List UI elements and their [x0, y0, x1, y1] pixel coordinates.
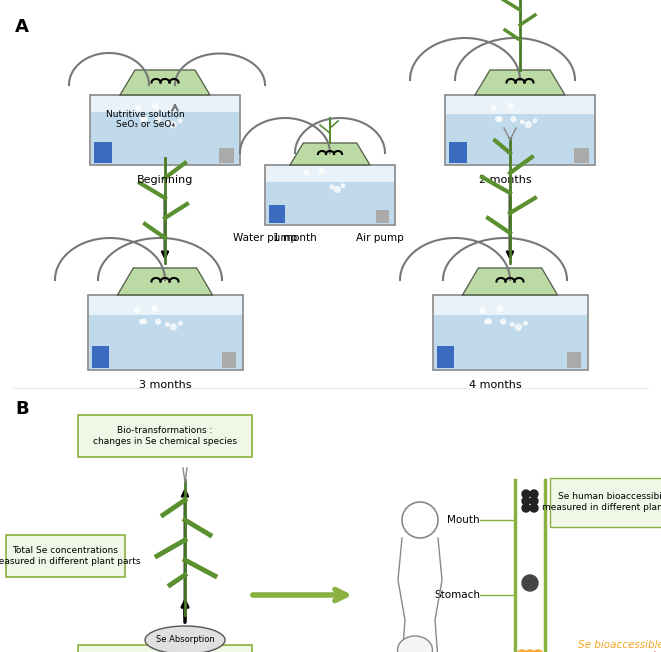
Text: Mouth: Mouth: [447, 515, 480, 525]
Circle shape: [522, 490, 530, 498]
Bar: [436, 346, 453, 368]
Bar: [90, 95, 240, 165]
Circle shape: [139, 319, 144, 323]
Circle shape: [171, 122, 176, 128]
Text: Beginning: Beginning: [137, 175, 193, 185]
Circle shape: [480, 308, 485, 312]
Circle shape: [402, 502, 438, 538]
Bar: [449, 142, 467, 163]
Bar: [266, 182, 394, 224]
Bar: [376, 210, 389, 223]
Text: 1 month: 1 month: [273, 233, 317, 243]
Circle shape: [487, 319, 492, 323]
Circle shape: [141, 117, 145, 121]
Circle shape: [330, 185, 334, 188]
Circle shape: [135, 308, 139, 312]
Circle shape: [136, 105, 141, 110]
Polygon shape: [475, 70, 565, 95]
Circle shape: [525, 650, 535, 652]
FancyBboxPatch shape: [78, 645, 252, 652]
Circle shape: [522, 575, 538, 591]
Circle shape: [156, 319, 161, 324]
Text: Nutritive solution
SeO₃ or SeO₄: Nutritive solution SeO₃ or SeO₄: [106, 110, 184, 129]
Text: A: A: [15, 18, 29, 36]
Circle shape: [341, 184, 345, 188]
Circle shape: [153, 104, 158, 109]
Text: Se bioaccessible: Se bioaccessible: [578, 640, 661, 650]
Circle shape: [511, 117, 516, 121]
Text: Se included in food: Se included in food: [578, 500, 661, 510]
Circle shape: [508, 104, 513, 109]
Text: B: B: [15, 400, 28, 418]
Circle shape: [143, 117, 147, 121]
FancyBboxPatch shape: [78, 415, 252, 457]
Bar: [87, 295, 243, 370]
FancyBboxPatch shape: [550, 478, 661, 527]
Bar: [432, 295, 588, 370]
Bar: [445, 95, 595, 165]
Text: Bio-transformations :
changes in Se chemical species: Bio-transformations : changes in Se chem…: [93, 426, 237, 447]
Ellipse shape: [145, 626, 225, 652]
Circle shape: [334, 186, 340, 192]
Circle shape: [517, 650, 527, 652]
Text: Se Absorption: Se Absorption: [155, 636, 214, 644]
Text: Se human bioaccessibility
measured in different plant parts: Se human bioaccessibility measured in di…: [542, 492, 661, 512]
Circle shape: [530, 504, 538, 512]
Circle shape: [178, 119, 182, 123]
Circle shape: [521, 120, 524, 124]
Text: Total Se concentrations
measured in different plant parts: Total Se concentrations measured in diff…: [0, 546, 140, 566]
Bar: [219, 147, 234, 163]
Circle shape: [152, 306, 157, 311]
Bar: [89, 315, 241, 369]
Circle shape: [500, 319, 506, 324]
Bar: [265, 165, 395, 225]
Text: 2 months: 2 months: [479, 175, 531, 185]
Circle shape: [490, 105, 496, 110]
Bar: [223, 351, 237, 368]
Circle shape: [166, 120, 169, 124]
Circle shape: [178, 321, 182, 325]
Bar: [567, 351, 582, 368]
Bar: [446, 113, 594, 164]
Circle shape: [525, 122, 531, 128]
Polygon shape: [118, 268, 212, 295]
Circle shape: [171, 324, 176, 330]
Bar: [269, 205, 285, 223]
Polygon shape: [290, 143, 370, 165]
Circle shape: [166, 323, 169, 326]
Text: Water pump: Water pump: [233, 233, 297, 243]
Circle shape: [496, 117, 500, 121]
Text: Stomach: Stomach: [434, 590, 480, 600]
Text: 4 months: 4 months: [469, 380, 522, 390]
Circle shape: [524, 321, 527, 325]
Circle shape: [533, 119, 537, 123]
Circle shape: [530, 497, 538, 505]
Circle shape: [530, 490, 538, 498]
Circle shape: [319, 168, 324, 173]
Text: Bio-transformations :: Bio-transformations :: [117, 424, 213, 432]
Ellipse shape: [397, 636, 432, 652]
Circle shape: [533, 650, 543, 652]
Polygon shape: [463, 268, 557, 295]
FancyBboxPatch shape: [6, 535, 125, 577]
Circle shape: [516, 324, 522, 330]
Bar: [94, 142, 112, 163]
Circle shape: [142, 319, 147, 323]
Circle shape: [511, 323, 514, 326]
Circle shape: [522, 504, 530, 512]
Bar: [91, 346, 108, 368]
Bar: [91, 111, 239, 164]
Text: Air pump: Air pump: [356, 233, 404, 243]
Bar: [574, 147, 589, 163]
Circle shape: [156, 117, 161, 121]
Circle shape: [304, 170, 309, 175]
Polygon shape: [120, 70, 210, 95]
Circle shape: [497, 306, 502, 311]
Circle shape: [498, 117, 502, 121]
Circle shape: [522, 497, 530, 505]
Bar: [434, 315, 586, 369]
Circle shape: [485, 319, 489, 323]
Text: 3 months: 3 months: [139, 380, 191, 390]
